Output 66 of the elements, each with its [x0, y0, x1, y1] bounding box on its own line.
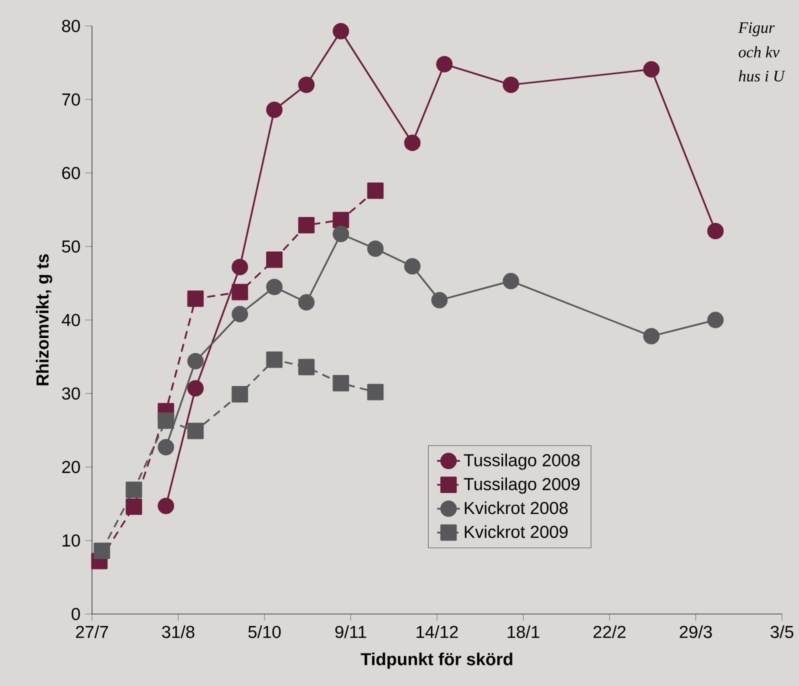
point: [94, 542, 110, 559]
point: [707, 222, 724, 240]
point: [367, 384, 384, 400]
point: [158, 412, 174, 429]
point: [232, 258, 248, 276]
y-tick-label: 40: [62, 314, 80, 326]
y-tick-label: 50: [62, 240, 80, 253]
point: [367, 182, 384, 199]
x-tick-label: 27/7: [76, 625, 108, 638]
y-tick-label: 80: [62, 20, 80, 32]
x-tick-label: 3/5: [770, 625, 794, 638]
point: [298, 294, 315, 311]
point: [187, 380, 204, 397]
point: [332, 212, 350, 228]
point: [126, 498, 142, 515]
y-tick-label: 10: [62, 534, 80, 547]
legend-label: Kvickrot 2009: [464, 525, 568, 538]
point: [332, 22, 350, 40]
point: [643, 328, 660, 344]
point: [266, 278, 283, 296]
point: [502, 272, 520, 290]
point: [158, 438, 174, 456]
point: [431, 292, 448, 308]
y-tick-label: 20: [62, 460, 80, 474]
x-tick-label: 14/12: [416, 625, 458, 638]
y-tick-label: 30: [62, 387, 80, 400]
point: [232, 306, 248, 322]
annotation: och kv: [738, 46, 780, 58]
point: [266, 102, 283, 118]
point: [187, 352, 204, 370]
point: [187, 290, 204, 307]
x-axis-title: Tidpunkt för skörd: [360, 652, 512, 669]
point: [187, 422, 204, 440]
point: [707, 312, 724, 328]
x-tick-label: 5/10: [248, 625, 281, 638]
point: [266, 252, 283, 268]
point: [367, 240, 384, 257]
y-axis-title: Rhizomvikt, g ts: [36, 254, 52, 386]
point: [332, 375, 350, 392]
x-tick-label: 22/2: [594, 625, 626, 638]
annotation: hus i U: [738, 70, 786, 82]
point: [266, 351, 283, 368]
point: [232, 284, 248, 300]
x-tick-label: 18/1: [508, 625, 540, 638]
y-tick-label: 0: [72, 608, 80, 620]
legend-label: Tussilago 2008: [464, 454, 580, 470]
point: [643, 61, 660, 78]
point: [298, 358, 315, 376]
x-tick-label: 9/11: [335, 625, 366, 638]
point: [158, 498, 174, 514]
point: [332, 226, 350, 242]
point: [126, 482, 142, 498]
x-tick-label: 31/8: [162, 625, 194, 638]
point: [298, 216, 315, 234]
annotation: Figur: [738, 22, 775, 36]
legend-label: Kvickrot 2008: [464, 501, 568, 514]
y-tick-label: 70: [62, 93, 80, 106]
x-tick-label: 29/3: [680, 625, 712, 638]
point: [404, 258, 421, 275]
legend-label: Tussilago 2009: [464, 478, 580, 494]
point: [298, 76, 315, 94]
point: [436, 56, 453, 72]
point: [404, 134, 421, 152]
point: [232, 386, 248, 402]
point: [502, 76, 520, 94]
y-tick-label: 60: [62, 166, 80, 180]
